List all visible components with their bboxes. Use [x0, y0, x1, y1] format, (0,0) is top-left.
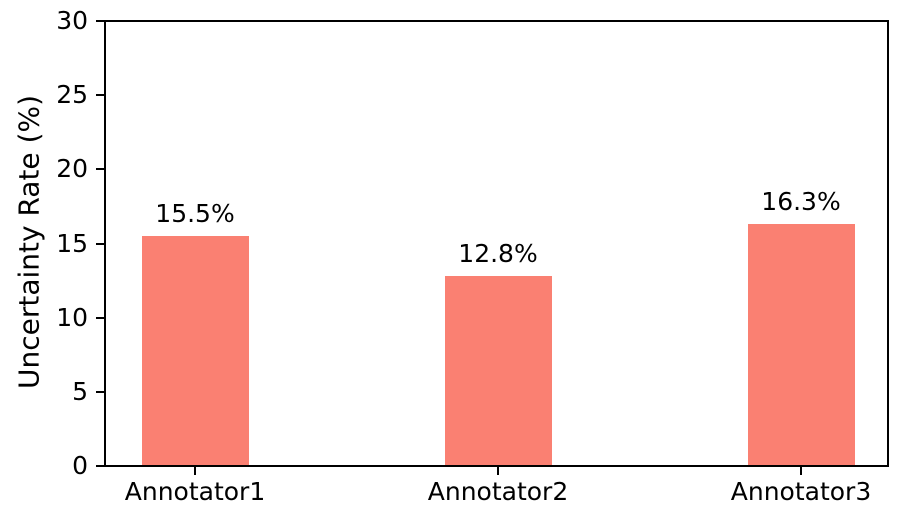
- y-tick-label: 5: [72, 376, 88, 406]
- y-tick-label: 15: [56, 228, 88, 258]
- x-tick-mark: [497, 467, 499, 475]
- y-tick-label: 10: [56, 302, 88, 332]
- y-tick-mark: [96, 316, 104, 319]
- bar-value-label: 15.5%: [155, 199, 235, 229]
- y-tick-mark: [96, 242, 104, 245]
- bar-value-label: 12.8%: [458, 239, 538, 269]
- bar-value-label: 16.3%: [761, 187, 841, 217]
- x-tick-mark: [194, 467, 196, 475]
- bar-annotator2: [444, 276, 552, 466]
- y-tick-label: 25: [56, 80, 88, 110]
- x-tick-mark: [800, 467, 802, 475]
- y-tick-mark: [96, 94, 104, 97]
- y-tick-mark: [96, 168, 104, 171]
- y-tick-label: 30: [56, 6, 88, 35]
- y-tick-mark: [96, 390, 104, 393]
- x-tick-label-annotator3: Annotator3: [730, 477, 872, 506]
- x-tick-label-annotator2: Annotator2: [427, 477, 569, 506]
- x-tick-label-annotator1: Annotator1: [124, 477, 266, 506]
- y-tick-label: 20: [56, 154, 88, 184]
- bar-annotator1: [141, 236, 249, 466]
- y-tick-label: 0: [72, 451, 88, 480]
- bar-annotator3: [747, 224, 855, 466]
- y-tick-mark: [96, 20, 104, 22]
- y-tick-mark: [96, 465, 104, 467]
